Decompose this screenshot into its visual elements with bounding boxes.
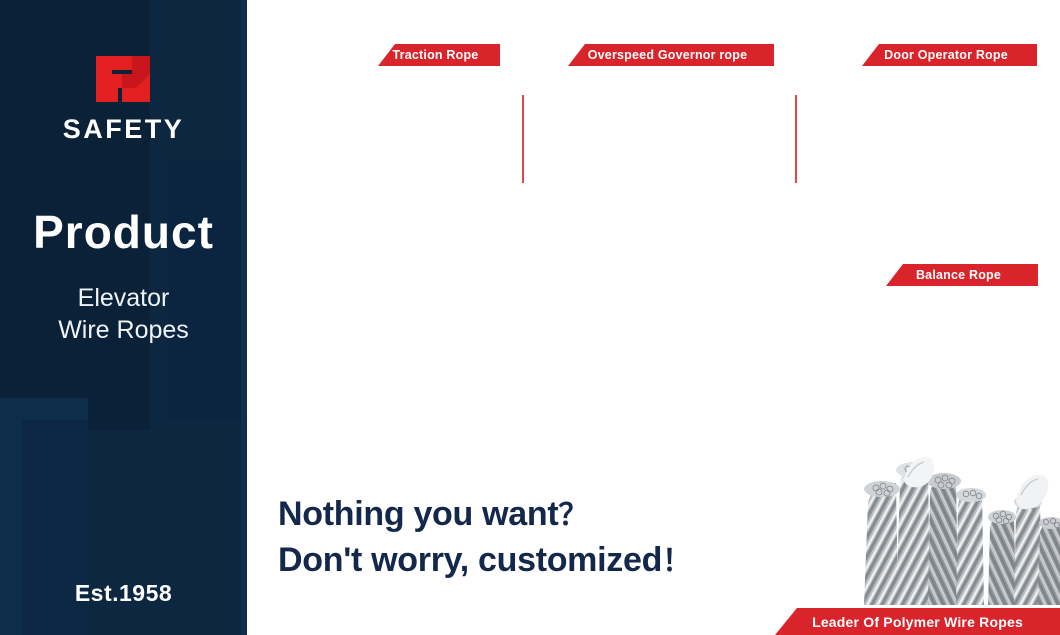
tagline: Nothing you want？ Don't worry, customize… — [278, 492, 692, 584]
subtitle-line-2: Wire Ropes — [58, 316, 189, 344]
page-title: Product — [33, 206, 214, 258]
established-text: Est.1958 — [74, 580, 173, 606]
tagline-text-2: Don't worry, customized — [278, 541, 663, 579]
bottom-banner: Leader Of Polymer Wire Ropes — [775, 608, 1060, 635]
panel-shade-right — [168, 160, 247, 420]
panel-edge — [241, 0, 247, 635]
wire-rope-bundle-photo — [838, 455, 1060, 615]
section-divider-2 — [795, 95, 797, 183]
tagline-line-1: Nothing you want？ — [278, 492, 692, 538]
category-badge-door-operator-rope: Door Operator Rope — [862, 44, 1037, 66]
page-subtitle: Elevator Wire Ropes — [0, 282, 247, 346]
category-badge-traction-rope: Traction Rope — [378, 44, 500, 66]
tagline-text-1: Nothing you want — [278, 495, 559, 533]
category-badge-overspeed-governor-rope: Overspeed Governor rope — [568, 44, 774, 66]
brand-name: SAFETY — [62, 114, 185, 144]
tagline-line-2: Don't worry, customized！ — [278, 538, 692, 584]
section-divider-1 — [522, 95, 524, 183]
tagline-exclamation-mark: ！ — [662, 545, 692, 578]
panel-shade-bottom-inner — [22, 420, 88, 635]
safety-s-logo-icon — [92, 48, 154, 110]
subtitle-line-1: Elevator — [77, 284, 170, 312]
category-badge-balance-rope: Balance Rope — [886, 264, 1038, 286]
panel-shade-top — [0, 0, 150, 430]
tagline-question-mark: ？ — [558, 499, 589, 532]
brand-panel: SAFETY Product Elevator Wire Ropes Est.1… — [0, 0, 247, 635]
